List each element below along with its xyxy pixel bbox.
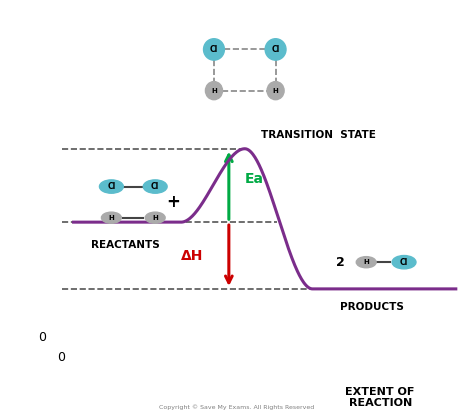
Circle shape	[143, 180, 167, 193]
Text: Ea: Ea	[245, 172, 264, 186]
Text: EXTENT OF
REACTION: EXTENT OF REACTION	[346, 387, 415, 408]
Text: Cl: Cl	[400, 258, 408, 267]
Circle shape	[101, 212, 121, 223]
Text: 0: 0	[38, 331, 46, 344]
Text: PRODUCTS: PRODUCTS	[340, 302, 404, 312]
Text: Cl: Cl	[151, 182, 159, 191]
Text: H: H	[273, 88, 278, 94]
Circle shape	[100, 180, 123, 193]
Circle shape	[356, 257, 376, 268]
Text: Cl: Cl	[107, 182, 116, 191]
Circle shape	[145, 212, 165, 223]
Text: H: H	[152, 215, 158, 221]
Circle shape	[392, 255, 416, 269]
Text: Cl: Cl	[272, 45, 280, 54]
Text: Cl: Cl	[210, 45, 218, 54]
Text: 0: 0	[58, 351, 65, 364]
Text: ΔH: ΔH	[181, 248, 203, 262]
Text: REACTANTS: REACTANTS	[91, 240, 160, 250]
Text: 2: 2	[336, 256, 345, 269]
Text: TRANSITION  STATE: TRANSITION STATE	[261, 130, 375, 140]
Text: Copyright © Save My Exams. All Rights Reserved: Copyright © Save My Exams. All Rights Re…	[159, 404, 315, 410]
Text: +: +	[166, 193, 180, 211]
Text: H: H	[109, 215, 114, 221]
Text: H: H	[364, 259, 369, 265]
Text: H: H	[211, 88, 217, 94]
